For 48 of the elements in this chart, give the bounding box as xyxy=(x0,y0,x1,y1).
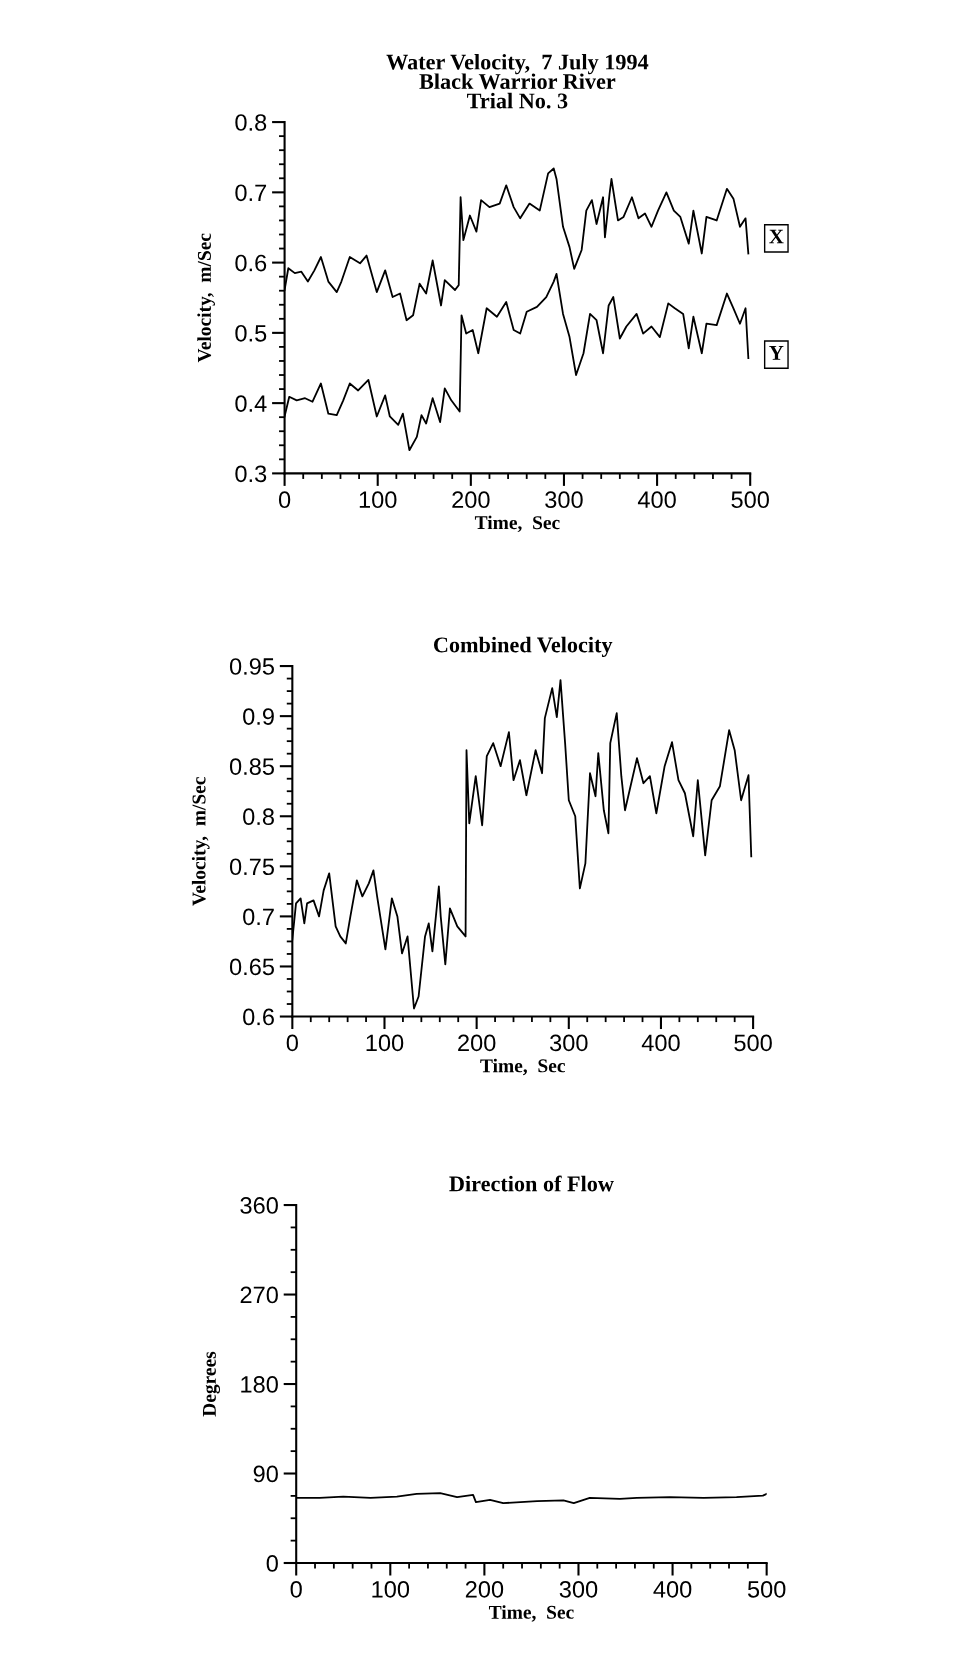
x-tick-label: 0 xyxy=(290,1580,302,1598)
x-tick-label: 500 xyxy=(734,1034,772,1052)
x-tick-label: 500 xyxy=(731,491,769,509)
y-tick-label: 0.9 xyxy=(243,708,274,725)
y-axis-title: Velocity, m/Sec xyxy=(197,233,215,363)
x-tick-label: 300 xyxy=(545,491,583,509)
x-tick-label: 200 xyxy=(452,491,490,509)
y-axis-title: Degrees xyxy=(202,1351,221,1417)
y-tick-label: 0.7 xyxy=(235,184,267,202)
y-tick-label: 0.6 xyxy=(235,254,267,272)
series-label: X xyxy=(769,229,784,244)
x-tick-label: 400 xyxy=(637,491,676,509)
x-tick-label: 100 xyxy=(359,491,397,509)
y-tick-label: 0.3 xyxy=(235,465,267,483)
x-axis-title: Time, Sec xyxy=(480,1058,565,1076)
y-tick-label: 0.65 xyxy=(229,958,274,976)
y-tick-label: 0.8 xyxy=(243,808,274,826)
chart-title: Direction of Flow xyxy=(449,1175,614,1192)
y-tick-label: 90 xyxy=(253,1465,278,1483)
x-tick-label: 300 xyxy=(550,1034,588,1052)
y-tick-label: 270 xyxy=(240,1286,278,1304)
y-tick-label: 180 xyxy=(241,1376,278,1393)
x-tick-label: 200 xyxy=(458,1034,496,1052)
y-tick-label: 0.8 xyxy=(235,114,267,131)
chart-title: Combined Velocity xyxy=(433,636,613,657)
y-tick-label: 0.4 xyxy=(235,395,267,412)
x-tick-label: 100 xyxy=(372,1580,410,1598)
series-label: Y xyxy=(769,346,784,360)
y-tick-label: 360 xyxy=(240,1197,278,1214)
y-tick-label: 0.6 xyxy=(243,1008,274,1026)
y-tick-label: 0.7 xyxy=(243,908,274,926)
x-tick-label: 0 xyxy=(278,491,291,509)
x-tick-label: 400 xyxy=(653,1580,692,1598)
x-tick-label: 200 xyxy=(465,1580,504,1598)
x-tick-label: 400 xyxy=(641,1034,680,1052)
y-tick-label: 0.75 xyxy=(229,858,274,876)
y-tick-label: 0.85 xyxy=(229,758,274,775)
chart-title: Water Velocity, 7 July 1994 Black Warrior River Trial No. 3 xyxy=(386,53,649,109)
y-tick-label: 0.5 xyxy=(235,324,267,342)
x-tick-label: 300 xyxy=(559,1580,598,1598)
x-tick-label: 100 xyxy=(366,1034,404,1052)
y-axis-title: Velocity, m/Sec xyxy=(191,777,210,906)
x-axis-title: Time, Sec xyxy=(488,1605,574,1622)
x-axis-title: Time, Sec xyxy=(474,515,560,533)
x-tick-label: 0 xyxy=(286,1034,298,1052)
y-tick-label: 0.95 xyxy=(229,658,274,675)
x-tick-label: 500 xyxy=(747,1580,786,1598)
y-tick-label: 0 xyxy=(266,1555,278,1572)
